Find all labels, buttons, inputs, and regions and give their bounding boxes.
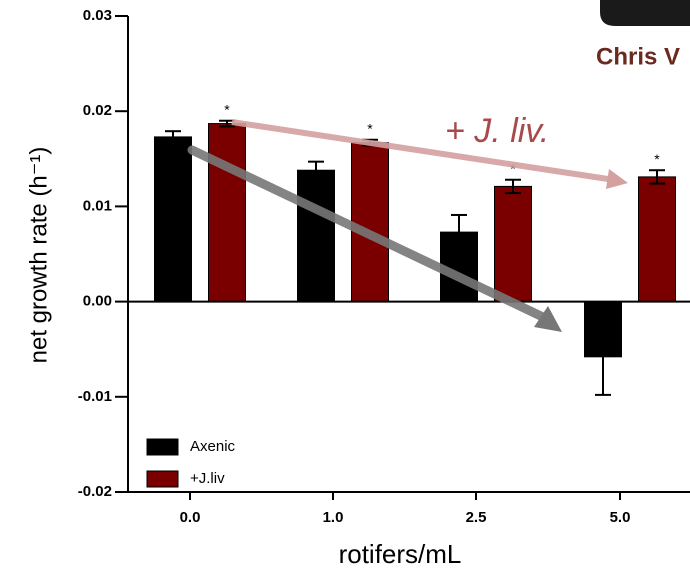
photo-fragment — [600, 0, 690, 26]
legend-label: Axenic — [190, 438, 236, 455]
y-tick-label: 0.00 — [83, 293, 112, 310]
bar — [351, 142, 389, 303]
speaker-name: Chris V — [596, 43, 680, 70]
significance-marker: * — [510, 160, 516, 176]
x-tick-label: 2.5 — [466, 509, 487, 526]
y-tick-label: -0.02 — [78, 483, 112, 500]
trend-arrow — [187, 145, 550, 323]
arrow-head — [606, 169, 628, 189]
y-tick-label: 0.01 — [83, 197, 112, 214]
annotation: + J. liv. — [445, 112, 549, 150]
bar — [208, 123, 246, 303]
bar — [297, 169, 335, 303]
bar — [638, 176, 676, 303]
arrow-head — [534, 306, 562, 332]
bar — [494, 185, 532, 303]
y-axis-label: net growth rate (h⁻¹) — [25, 147, 52, 364]
bar — [154, 136, 192, 303]
x-tick-label: 5.0 — [610, 509, 631, 526]
x-tick-label: 0.0 — [180, 509, 201, 526]
legend-label: +J.liv — [190, 470, 225, 487]
legend-swatch — [146, 438, 179, 456]
x-axis-label: rotifers/mL — [339, 539, 462, 569]
y-tick-label: 0.03 — [83, 7, 112, 24]
significance-marker: * — [224, 101, 230, 117]
y-tick-label: -0.01 — [78, 388, 112, 405]
plot: -0.02 -0.01 0.00 0.01 0.02 0.03 0.0 1.0 2.5 5.0 Ax… — [78, 7, 690, 526]
legend-swatch — [146, 470, 179, 488]
x-tick-label: 1.0 — [323, 509, 344, 526]
y-tick-label: 0.02 — [83, 102, 112, 119]
significance-marker: * — [654, 151, 660, 167]
trend-arrow — [231, 119, 609, 182]
significance-marker: * — [367, 120, 373, 136]
